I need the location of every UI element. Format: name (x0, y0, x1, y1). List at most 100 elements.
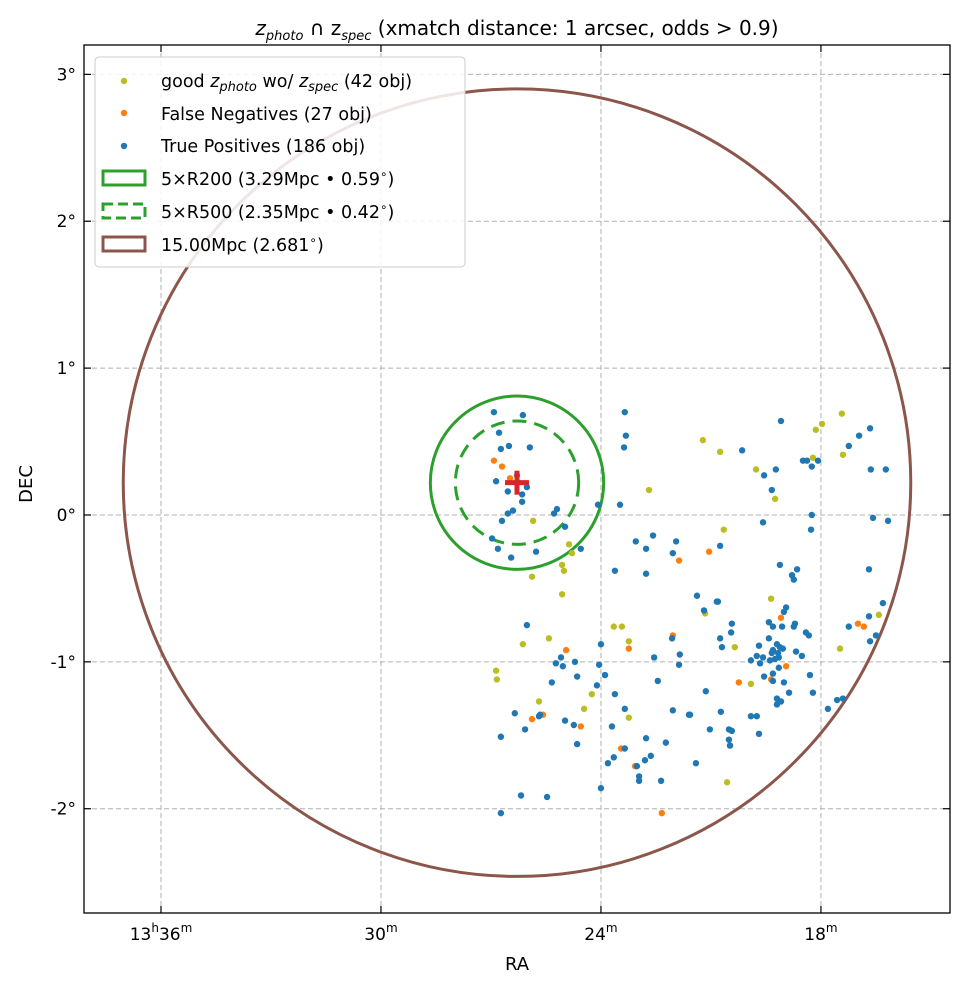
true-positives-point (597, 784, 605, 792)
y-tick-label: 3° (57, 65, 76, 85)
true-positives-point (766, 657, 774, 664)
true-positives-point (543, 793, 551, 801)
true-positives-point (497, 445, 505, 453)
good-z-photo-wo-z-spec-point (716, 448, 724, 456)
legend-marker-point (120, 109, 128, 117)
true-positives-point (518, 491, 526, 498)
true-positives-point (610, 754, 617, 761)
y-tick-label: -2° (51, 800, 76, 820)
true-positives-point (635, 777, 643, 785)
true-positives-point (504, 510, 512, 517)
true-positives-point (507, 554, 515, 561)
true-positives-point (760, 673, 768, 680)
true-positives-point (504, 488, 512, 495)
true-positives-point (866, 425, 874, 432)
true-positives-point (869, 514, 877, 522)
true-positives-point (760, 472, 768, 479)
true-positives-point (494, 545, 502, 552)
true-positives-point (642, 545, 650, 552)
true-positives-point (775, 654, 782, 661)
true-positives-point (768, 649, 776, 657)
true-positives-point (668, 635, 676, 642)
true-positives-point (765, 618, 773, 626)
true-positives-point (776, 561, 784, 569)
true-positives-point (604, 759, 612, 767)
good-z-photo-wo-z-spec-point (812, 426, 820, 433)
true-positives-point (654, 677, 661, 685)
legend-label-good-zphoto: good zphoto wo/ zspec (42 obj) (161, 72, 412, 95)
true-positives-point (657, 777, 665, 785)
true-positives-point (706, 726, 714, 733)
good-z-photo-wo-z-spec-point (618, 623, 626, 630)
false-negatives-point (782, 663, 790, 670)
good-z-photo-wo-z-spec-point (529, 517, 537, 525)
true-positives-point (769, 670, 777, 677)
true-positives-point (498, 517, 506, 525)
good-z-photo-wo-z-spec-point (809, 454, 817, 461)
true-positives-point (532, 548, 540, 555)
true-positives-point (855, 432, 863, 439)
good-z-photo-wo-z-spec-point (565, 541, 573, 548)
circle-5xr200 (428, 394, 606, 571)
good-z-photo-wo-z-spec-point (752, 466, 760, 473)
true-positives-point (780, 608, 788, 616)
true-positives-point (780, 679, 788, 686)
legend-marker-patch (101, 235, 147, 253)
true-positives-point (755, 730, 763, 738)
true-positives-point (716, 635, 724, 642)
good-z-photo-wo-z-spec-point (836, 645, 844, 652)
legend-marker-point (120, 142, 128, 150)
circle-5xr500 (453, 419, 581, 546)
good-z-photo-wo-z-spec-point (588, 690, 595, 698)
true-positives-point (725, 736, 733, 743)
good-z-photo-wo-z-spec-point (610, 623, 617, 630)
y-tick-label: 0° (57, 506, 76, 526)
true-positives-point (728, 727, 736, 735)
grid (84, 45, 950, 913)
radius-circles (121, 87, 913, 878)
true-positives-point (768, 486, 776, 494)
true-positives-point (793, 566, 801, 573)
good-z-photo-wo-z-spec-point (535, 698, 543, 705)
true-positives-point (662, 739, 670, 746)
legend-marker-patch (101, 202, 147, 220)
true-positives-point (523, 621, 531, 629)
true-positives-point (717, 708, 725, 715)
false-negatives-point (675, 557, 683, 564)
true-positives-point (517, 792, 525, 799)
true-positives-point (769, 677, 777, 685)
true-positives-point (879, 599, 887, 607)
true-positives-point (650, 654, 658, 661)
true-positives-point (573, 673, 581, 680)
y-tick-label: 1° (57, 359, 76, 379)
true-positives-point (865, 566, 873, 573)
true-positives-point (759, 519, 767, 526)
false-negatives-point (506, 475, 514, 482)
true-positives-point (728, 620, 736, 627)
true-positives-point (716, 542, 724, 550)
true-positives-point (611, 567, 619, 574)
true-positives-point (755, 642, 763, 649)
good-z-photo-wo-z-spec-point (645, 486, 653, 494)
true-positives-point (509, 507, 517, 514)
true-positives-point (814, 457, 822, 464)
true-positives-point (772, 466, 780, 473)
y-tick-labels: 3° 2° 1° 0° -1° -2° (51, 65, 76, 819)
true-positives-point (577, 545, 584, 552)
true-positives-point (490, 408, 498, 416)
x-tick-label: 24m (584, 921, 617, 945)
true-positives-point (727, 629, 735, 636)
true-positives-point (702, 688, 710, 695)
true-positives-point (672, 538, 680, 545)
good-z-photo-wo-z-spec-point (560, 567, 568, 574)
true-positives-point (669, 549, 677, 557)
true-positives-point (882, 466, 890, 473)
false-negatives-point (498, 463, 506, 470)
true-positives-point (756, 660, 764, 667)
true-positives-point (536, 711, 544, 718)
good-z-photo-wo-z-spec-point (568, 549, 576, 557)
true-positives-point (601, 671, 609, 679)
legend-marker-point (120, 77, 128, 85)
false-negatives-point (658, 809, 666, 817)
